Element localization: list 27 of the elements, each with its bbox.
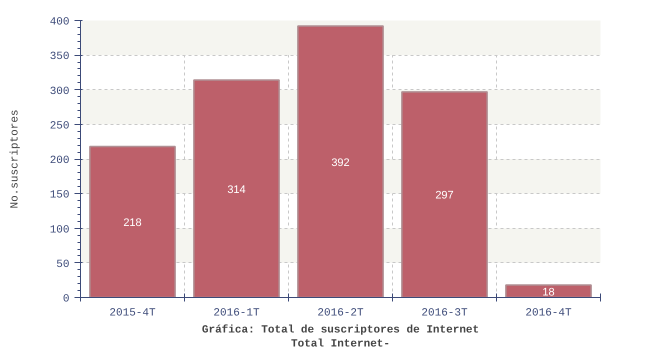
y-tick-label: 400 [50,16,70,28]
y-tick-label: 350 [50,51,70,64]
data-label: 392 [331,156,350,169]
y-tick-label: 150 [50,190,70,202]
y-tick-label: 100 [50,224,70,236]
data-label: 218 [123,217,142,230]
data-label: 314 [227,184,246,196]
text: Total Internet- [290,338,390,350]
bar [505,284,592,298]
x-tick-label: 2016-2T [317,308,364,320]
y-tick-label: 200 [50,155,70,167]
data-label: 18 [542,286,555,298]
y-tick-label: 250 [50,120,70,132]
x-tick-label: 2015-4T [109,308,156,320]
bar [297,25,384,298]
y-tick-label: 0 [62,294,70,306]
x-tick-label: 2016-1T [213,308,260,320]
data-label: 297 [435,190,454,202]
bar [193,79,280,298]
y-axis-title: No.suscriptores [10,109,22,209]
x-tick-label: 2016-3T [421,308,468,320]
x-tick-label: 2016-4T [525,308,572,320]
y-tick-label: 50 [56,258,70,271]
y-tick-label: 300 [50,86,70,98]
bar [401,91,488,298]
text: Gráfica: Total de suscriptores de Internet [202,324,480,336]
bar [89,146,176,298]
